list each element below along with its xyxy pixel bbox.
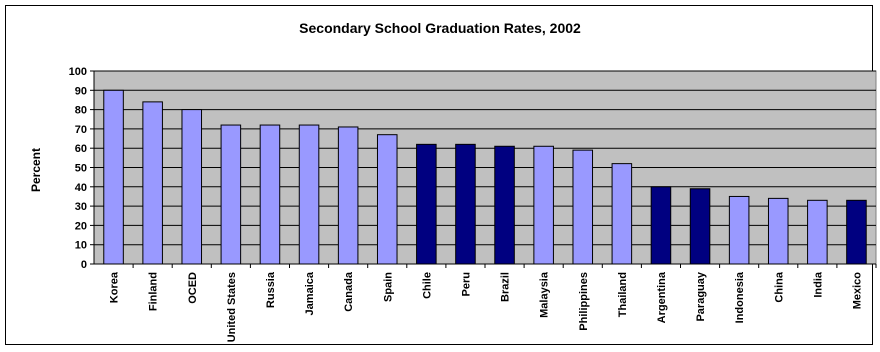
category-label: Spain (382, 272, 394, 302)
category-label: Argentina (656, 271, 668, 323)
category-label: Philippines (578, 272, 590, 331)
bar-philippines (572, 149, 594, 265)
category-label: Thailand (617, 272, 629, 317)
bar-malaysia (533, 145, 554, 265)
bar-korea (103, 89, 124, 265)
category-label: Paraguay (695, 271, 707, 321)
category-label: Mexico (851, 272, 863, 310)
bar-thailand (611, 163, 633, 265)
category-label: Chile (421, 272, 433, 299)
y-tick-label: 80 (75, 105, 87, 117)
bar-russia (259, 124, 281, 265)
category-label: Peru (460, 272, 472, 296)
y-tick-label: 90 (75, 85, 87, 97)
bar-canada (337, 126, 359, 265)
bar-united-states (220, 124, 242, 265)
category-label: United States (226, 272, 238, 342)
category-label: India (812, 271, 824, 298)
category-label: Indonesia (734, 271, 746, 323)
bar-jamaica (298, 124, 320, 265)
y-tick-label: 0 (81, 259, 87, 271)
bar-indonesia (728, 195, 750, 265)
bar-argentina (650, 186, 672, 265)
y-tick-label: 20 (75, 220, 87, 232)
bar-spain (376, 134, 398, 265)
bar-peru (455, 143, 476, 265)
category-label: Brazil (500, 272, 512, 302)
bar-china (767, 197, 789, 265)
chart-title: Secondary School Graduation Rates, 2002 (299, 20, 581, 36)
bar-paraguay (689, 188, 711, 265)
bar-chile (416, 143, 437, 265)
y-tick-label: 60 (75, 143, 87, 155)
category-label: Korea (109, 271, 121, 303)
y-tick-label: 70 (75, 124, 87, 136)
bar-oced (181, 109, 203, 265)
bar-mexico (846, 199, 867, 265)
category-label: OCED (187, 272, 199, 304)
y-tick-label: 100 (69, 66, 87, 78)
y-tick-label: 50 (75, 163, 87, 175)
category-label: Russia (265, 271, 277, 308)
bar-brazil (494, 145, 515, 265)
bar-india (807, 199, 828, 265)
y-tick-label: 30 (75, 201, 87, 213)
bar-finland (142, 101, 163, 265)
category-label: Jamaica (304, 271, 316, 315)
category-label: Malaysia (539, 271, 551, 318)
category-label: Canada (343, 271, 355, 312)
y-tick-label: 40 (75, 182, 87, 194)
category-label: Finland (148, 272, 160, 311)
y-tick-label: 10 (75, 240, 87, 252)
category-label: China (773, 271, 785, 302)
